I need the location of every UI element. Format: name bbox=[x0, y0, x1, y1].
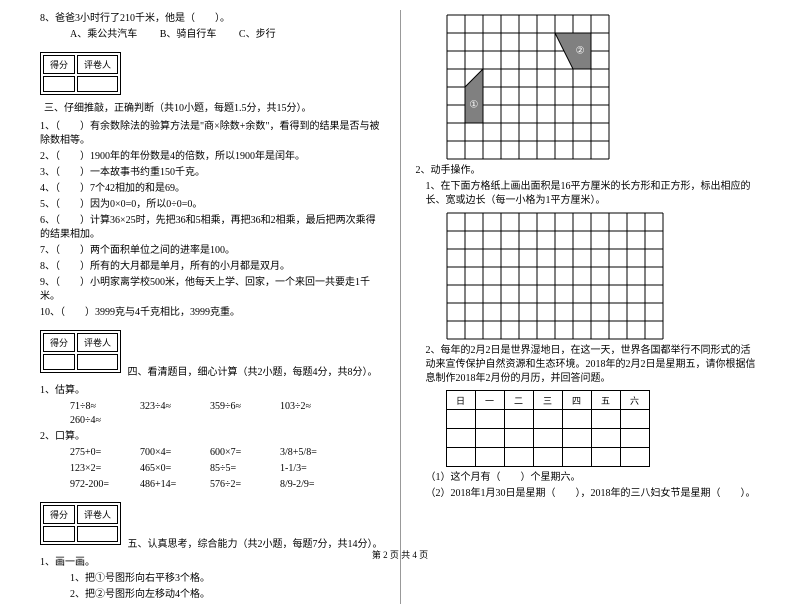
cal-cell[interactable] bbox=[475, 448, 504, 467]
cal-day-header: 日 bbox=[446, 391, 475, 410]
oral-item: 123×2= bbox=[70, 462, 140, 476]
judge-item: 5、（ ）因为0×0=0，所以0÷0=0。 bbox=[40, 198, 385, 212]
score-box-3: 得分评卷人 bbox=[40, 52, 121, 95]
r-q2-title: 2、动手操作。 bbox=[416, 164, 761, 178]
est-item: 71÷8≈ bbox=[70, 400, 140, 414]
cal-cell[interactable] bbox=[562, 410, 591, 429]
est-label: 1、估算。 bbox=[40, 384, 385, 398]
q8-choice-c[interactable]: C、步行 bbox=[239, 28, 276, 42]
est-item: 323÷4≈ bbox=[140, 400, 210, 414]
cal-cell[interactable] bbox=[620, 410, 649, 429]
cal-cell[interactable] bbox=[620, 429, 649, 448]
est-item: 260÷4≈ bbox=[70, 414, 140, 428]
oral-item: 1-1/3= bbox=[280, 462, 350, 476]
cal-day-header: 二 bbox=[504, 391, 533, 410]
shape-grid: ①② bbox=[446, 14, 610, 160]
oral-item: 465×0= bbox=[140, 462, 210, 476]
q8-choice-b[interactable]: B、骑自行车 bbox=[160, 28, 217, 42]
cal-cell[interactable] bbox=[504, 448, 533, 467]
cal-cell[interactable] bbox=[446, 429, 475, 448]
judge-item: 7、（ ）两个面积单位之间的进率是100。 bbox=[40, 244, 385, 258]
cal-day-header: 六 bbox=[620, 391, 649, 410]
calendar-grid: 日一二三四五六 bbox=[446, 390, 650, 467]
oral-row: 123×2=465×0=85÷5=1-1/3= bbox=[70, 462, 385, 476]
page-footer: 第 2 页 共 4 页 bbox=[0, 548, 800, 561]
oral-row: 275+0=700×4=600×7=3/8+5/8= bbox=[70, 446, 385, 460]
oral-item: 3/8+5/8= bbox=[280, 446, 350, 460]
cal-cell[interactable] bbox=[591, 410, 620, 429]
section4-title: 四、看清题目，细心计算（共2小题，每题4分，共8分）。 bbox=[128, 366, 378, 380]
judge-item: 2、（ ）1900年的年份数是4的倍数，所以1900年是闰年。 bbox=[40, 150, 385, 164]
cal-cell[interactable] bbox=[562, 429, 591, 448]
judge-item: 3、（ ）一本故事书约重150千克。 bbox=[40, 166, 385, 180]
r-q3-a: （1）这个月有（ ）个星期六。 bbox=[426, 471, 761, 485]
cal-cell[interactable] bbox=[504, 429, 533, 448]
s5-q1b: 2、把②号图形向左移动4个格。 bbox=[70, 588, 385, 602]
score-box-4: 得分评卷人 bbox=[40, 330, 121, 373]
cal-cell[interactable] bbox=[533, 448, 562, 467]
oral-item: 8/9-2/9= bbox=[280, 478, 350, 492]
oral-label: 2、口算。 bbox=[40, 430, 385, 444]
s5-q1a: 1、把①号图形向右平移3个格。 bbox=[70, 572, 385, 586]
oral-item: 972-200= bbox=[70, 478, 140, 492]
cal-cell[interactable] bbox=[562, 448, 591, 467]
r-q3-text: 2、每年的2月2日是世界湿地日，在这一天，世界各国都举行不同形式的活动来宣传保护… bbox=[426, 344, 761, 386]
cal-cell[interactable] bbox=[533, 429, 562, 448]
cal-cell[interactable] bbox=[591, 429, 620, 448]
blank-grid bbox=[446, 212, 664, 340]
svg-text:①: ① bbox=[469, 100, 478, 111]
q8-stem: 8、爸爸3小时行了210千米，他是（ ）。 bbox=[40, 12, 385, 26]
oral-item: 576÷2= bbox=[210, 478, 280, 492]
judge-item: 4、（ ）7个42相加的和是69。 bbox=[40, 182, 385, 196]
cal-cell[interactable] bbox=[446, 448, 475, 467]
judge-item: 8、（ ）所有的大月都是单月，所有的小月都是双月。 bbox=[40, 260, 385, 274]
est-item: 103÷2≈ bbox=[280, 400, 350, 414]
oral-item: 600×7= bbox=[210, 446, 280, 460]
r-q3-b: （2）2018年1月30日是星期（ ），2018年的三八妇女节是星期（ ）。 bbox=[426, 487, 761, 501]
cal-cell[interactable] bbox=[475, 429, 504, 448]
cal-cell[interactable] bbox=[475, 410, 504, 429]
oral-item: 85÷5= bbox=[210, 462, 280, 476]
oral-item: 486+14= bbox=[140, 478, 210, 492]
q8-choice-a[interactable]: A、乘公共汽车 bbox=[70, 28, 137, 42]
cal-cell[interactable] bbox=[446, 410, 475, 429]
q8-choices: A、乘公共汽车 B、骑自行车 C、步行 bbox=[70, 28, 385, 42]
cal-day-header: 三 bbox=[533, 391, 562, 410]
cal-day-header: 一 bbox=[475, 391, 504, 410]
r-q2-text: 1、在下面方格纸上画出面积是16平方厘米的长方形和正方形，标出相应的长、宽或边长… bbox=[426, 180, 761, 208]
est-row: 71÷8≈323÷4≈359÷6≈103÷2≈ 260÷4≈ bbox=[70, 400, 385, 428]
section3-title: 三、仔细推敲，正确判断（共10小题，每题1.5分，共15分）。 bbox=[44, 102, 312, 116]
cal-day-header: 五 bbox=[591, 391, 620, 410]
oral-item: 700×4= bbox=[140, 446, 210, 460]
judge-item: 1、（ ）有余数除法的验算方法是"商×除数+余数"，看得到的结果是否与被除数相等… bbox=[40, 120, 385, 148]
judge-item: 6、（ ）计算36×25时，先把36和5相乘，再把36和2相乘，最后把两次乘得的… bbox=[40, 214, 385, 242]
score-box-5: 得分评卷人 bbox=[40, 502, 121, 545]
oral-row: 972-200=486+14=576÷2=8/9-2/9= bbox=[70, 478, 385, 492]
svg-text:②: ② bbox=[575, 46, 584, 57]
cal-cell[interactable] bbox=[620, 448, 649, 467]
judge-item: 10、（ ）3999克与4千克相比，3999克重。 bbox=[40, 306, 385, 320]
oral-item: 275+0= bbox=[70, 446, 140, 460]
judge-item: 9、（ ）小明家离学校500米，他每天上学、回家，一个来回一共要走1千米。 bbox=[40, 276, 385, 304]
cal-cell[interactable] bbox=[504, 410, 533, 429]
est-item: 359÷6≈ bbox=[210, 400, 280, 414]
cal-cell[interactable] bbox=[591, 448, 620, 467]
cal-day-header: 四 bbox=[562, 391, 591, 410]
cal-cell[interactable] bbox=[533, 410, 562, 429]
